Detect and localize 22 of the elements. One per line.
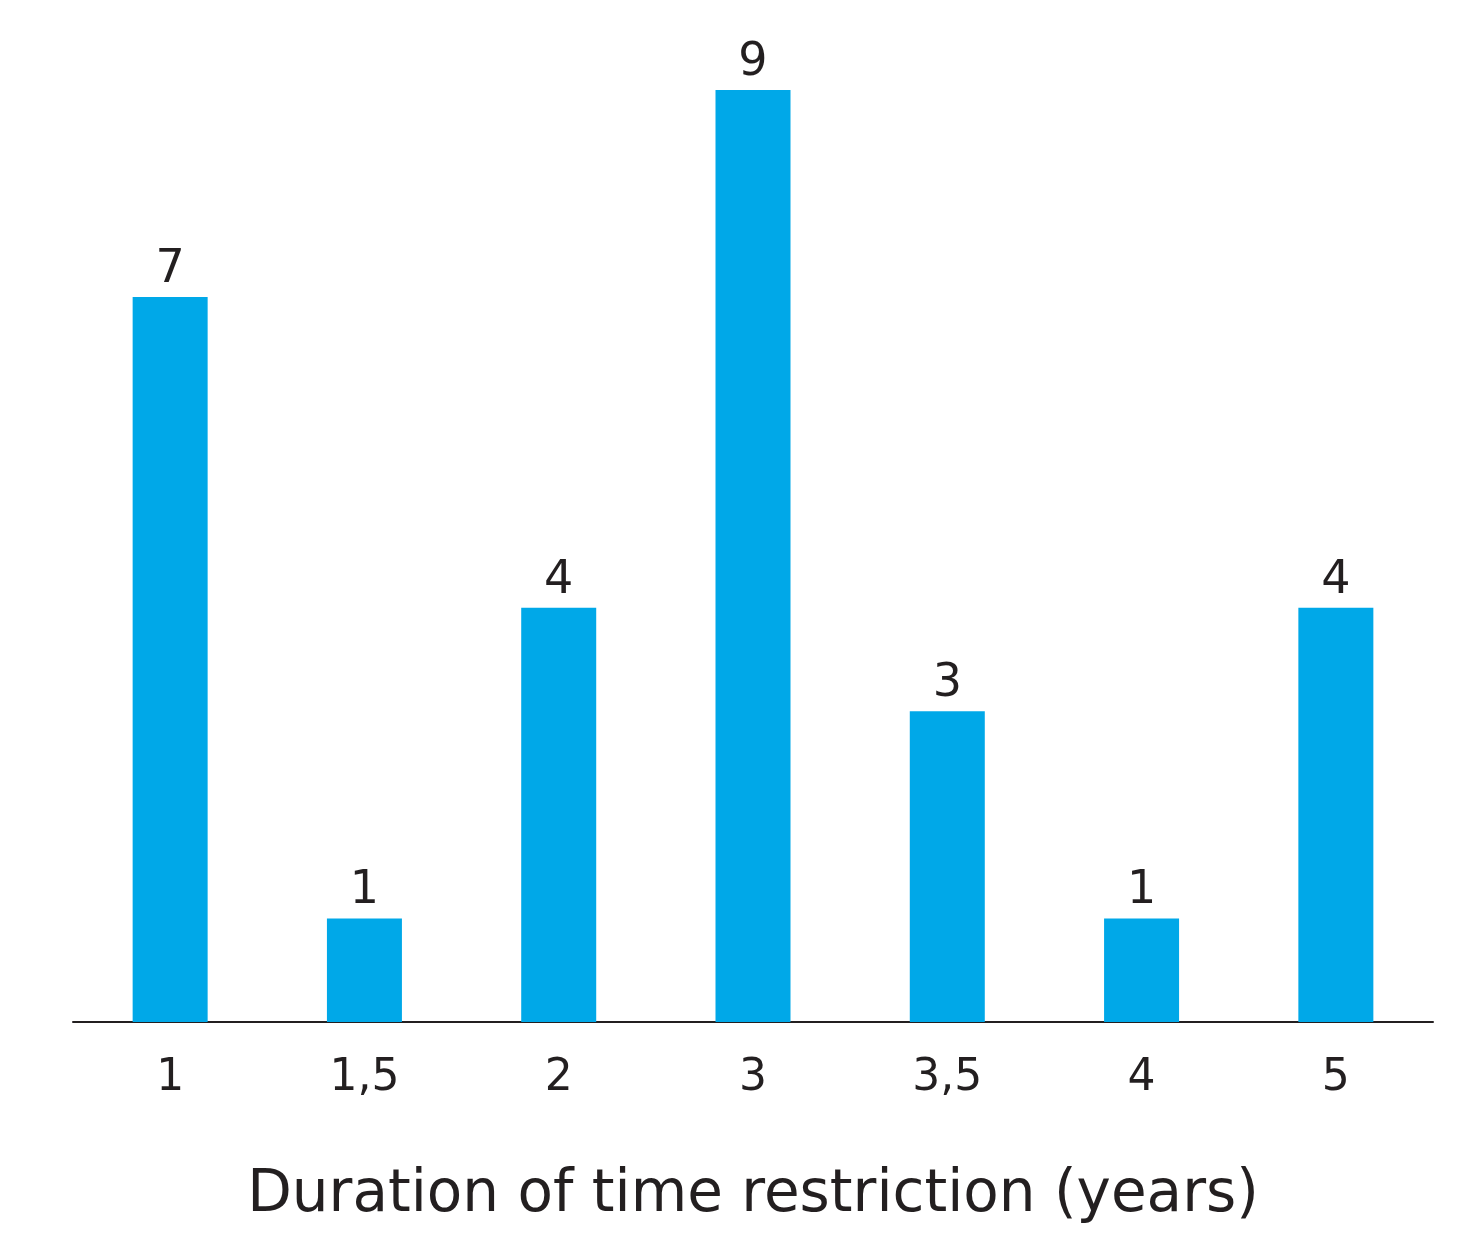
bar (1104, 918, 1180, 1022)
bar (132, 297, 208, 1022)
data-label: 3 (932, 653, 962, 708)
bar (715, 90, 791, 1022)
data-label: 4 (544, 549, 574, 604)
data-label: 7 (155, 239, 185, 294)
x-tick-label: 1,5 (329, 1048, 400, 1100)
data-label: 1 (349, 860, 380, 915)
data-label: 1 (1126, 860, 1157, 915)
x-tick-label: 4 (1127, 1048, 1156, 1100)
x-tick-label: 2 (544, 1048, 573, 1100)
x-tick-label: 5 (1321, 1048, 1350, 1100)
x-tick-label: 3,5 (912, 1048, 983, 1100)
x-tick-label: 3 (739, 1048, 767, 1100)
bar (521, 607, 597, 1022)
x-axis-title: Duration of time restriction (years) (247, 1157, 1259, 1225)
data-label: 4 (1321, 549, 1351, 604)
bar (1298, 607, 1374, 1022)
x-tick-label: 1 (156, 1048, 185, 1100)
data-label: 9 (738, 32, 768, 86)
bar (326, 918, 402, 1022)
bar (909, 711, 985, 1022)
